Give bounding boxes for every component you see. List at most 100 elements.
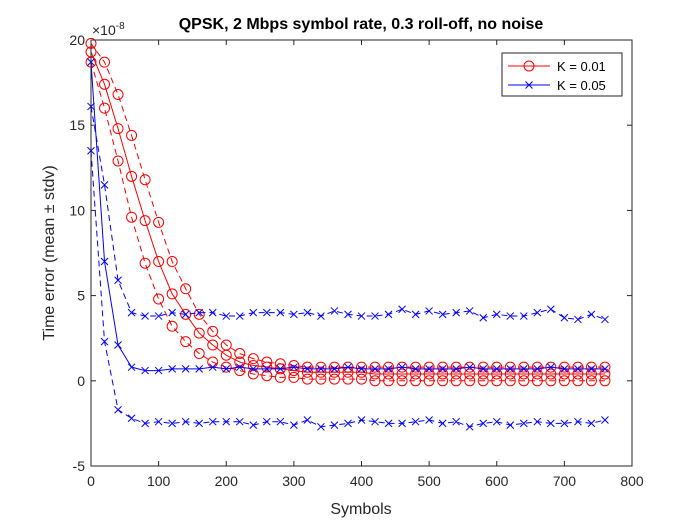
series-1-mean-point <box>166 288 178 300</box>
series-1-upper-band-point <box>369 361 381 373</box>
y-tick-label: 5 <box>77 288 85 304</box>
series-2-lower-band-point <box>222 417 231 426</box>
series-2-lower-band-point <box>317 422 325 431</box>
series-1-mean-point <box>261 361 273 373</box>
series-1-lower-band-point <box>126 211 138 223</box>
series-2-lower-band-line <box>90 150 606 428</box>
series-2-upper-band-point <box>141 312 149 320</box>
x-tick-label: 500 <box>417 473 441 489</box>
series-1-upper-band-point <box>234 348 246 360</box>
series-2-mean-point <box>344 363 352 372</box>
series-1-lower-band-point <box>450 375 462 387</box>
series-1-upper-band-point <box>477 361 489 373</box>
series-2-upper-band-point <box>438 310 447 319</box>
series-2-mean-point <box>465 363 474 372</box>
series-2-lower-band-point <box>276 417 285 426</box>
series-2-mean-point <box>195 365 204 373</box>
x-tick-label: 800 <box>620 473 644 489</box>
series-1-mean-point <box>301 366 313 378</box>
series-1-lower-band-point <box>288 371 300 383</box>
series-2-upper-band-point <box>222 312 231 320</box>
series-2-lower-band-point <box>114 405 122 414</box>
series-2-upper-band-point <box>560 313 569 322</box>
series-1-mean-point <box>464 368 476 380</box>
series-2-lower-band-point <box>303 416 312 424</box>
series-1-upper-band-point <box>396 361 408 373</box>
legend-label: K = 0.01 <box>557 59 606 74</box>
series-2-upper-band-point <box>235 312 244 320</box>
series-2-lower-band-point <box>479 419 488 428</box>
series-1-upper-band-point <box>504 361 516 373</box>
y-tick-label: 0 <box>77 373 85 389</box>
series-1-lower-band-point <box>153 293 165 305</box>
series-2-lower-band-point <box>330 421 339 429</box>
series-1-mean-point <box>193 327 205 339</box>
y-tick-label: 10 <box>69 202 85 218</box>
series-2-upper-band-point <box>479 313 488 322</box>
chart-title: QPSK, 2 Mbps symbol rate, 0.3 roll-off, … <box>179 16 544 33</box>
series-1-upper-band-point <box>139 174 151 186</box>
series-2-mean-point <box>114 341 122 349</box>
series-2-mean-point <box>181 365 190 373</box>
y-tick-label: 15 <box>69 117 85 133</box>
series-2-lower-band-point <box>181 417 190 426</box>
series-1-upper-band-point <box>423 361 435 373</box>
series-2-lower-band-point <box>452 417 461 426</box>
series-1-lower-band-point <box>166 320 178 332</box>
series-2-lower-band-point <box>411 417 420 426</box>
series-1-lower-band-point <box>518 375 530 387</box>
series-2-mean-point <box>235 363 244 372</box>
series-2-upper-band-point <box>317 312 325 320</box>
series-2-mean-point <box>290 363 298 372</box>
series-2-upper-band-point <box>425 307 433 315</box>
series-2-mean-point <box>249 365 258 373</box>
legend-entry-2: K = 0.05 <box>508 78 606 93</box>
series-2-upper-band-point <box>100 180 109 189</box>
legend-label: K = 0.05 <box>557 78 606 93</box>
series-2-upper-band-point <box>574 315 582 324</box>
y-axis: -5 0 5 10 15 20 <box>69 32 632 474</box>
series-2-lower-band-point <box>519 419 528 428</box>
series-1-mean-point <box>247 359 259 371</box>
series-2-lower-band-point <box>262 417 271 426</box>
series-2-lower-band-point <box>249 421 258 429</box>
series-1-lower-band-point <box>234 365 246 377</box>
series-2-mean-point <box>398 363 406 372</box>
series-2-upper-band-point <box>262 308 271 317</box>
series-1-mean-point <box>180 308 192 320</box>
series-1-upper-band-point <box>558 361 570 373</box>
series-1-lower-band-point <box>464 375 476 387</box>
series-1-lower-band-point <box>342 373 354 385</box>
series-2-mean-point <box>587 365 596 373</box>
series-2-upper-band-point <box>357 312 366 320</box>
series-1-upper-band-point <box>247 353 259 365</box>
series-2-mean-point <box>262 365 271 373</box>
x-tick-label: 700 <box>553 473 577 489</box>
series-2-mean-point <box>533 365 542 373</box>
plot-area <box>91 40 632 466</box>
series-1-lower-band-point <box>477 375 489 387</box>
series-1-mean-point <box>220 349 232 361</box>
y-axis-title: Time error (mean ± stdv) <box>41 165 58 340</box>
legend-marker <box>523 60 535 72</box>
series-2-lower-band-point <box>574 417 582 426</box>
series-2-mean-point <box>357 365 366 373</box>
series-1-lower-band-point <box>193 348 205 360</box>
series-1-upper-band-point <box>464 361 476 373</box>
series-1-lower-band-point <box>491 375 503 387</box>
series-2-mean-point <box>208 363 217 372</box>
legend-box <box>501 52 623 97</box>
series-1-upper-band-point <box>491 361 503 373</box>
series-2-mean-point <box>574 365 582 373</box>
series-2-lower-band-point <box>438 419 447 428</box>
series-2-upper-band-point <box>601 315 609 324</box>
series-2-lower-band-point <box>465 422 474 431</box>
series-1-lower-band-point <box>301 373 313 385</box>
series-2-mean-point <box>560 365 569 373</box>
legend-marker <box>525 81 533 89</box>
series-2-lower-band-point <box>290 421 298 429</box>
series-2-mean-point <box>601 365 609 373</box>
legend: K = 0.01 K = 0.05 <box>501 52 623 97</box>
x-axis: 0 100 200 300 400 500 600 700 800 <box>87 40 644 489</box>
